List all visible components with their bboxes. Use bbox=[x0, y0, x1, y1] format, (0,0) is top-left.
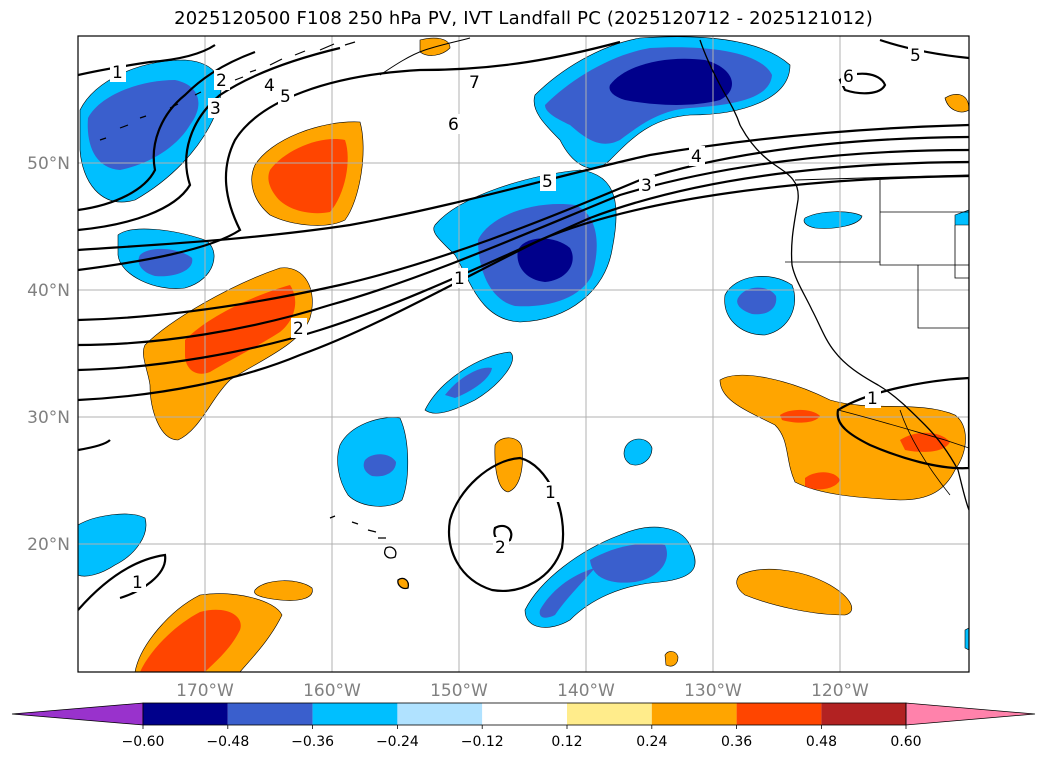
contour-label: 1 bbox=[132, 573, 143, 593]
colorbar-extend-min bbox=[11, 702, 144, 726]
colorbar-tick-label: −0.48 bbox=[206, 734, 249, 750]
contour-label: 4 bbox=[264, 76, 275, 96]
lat-label: 20°N bbox=[27, 535, 70, 555]
contour-label: 3 bbox=[210, 99, 221, 119]
longitude-labels: 170°W 160°W 150°W 140°W 130°W 120°W bbox=[176, 681, 869, 701]
colorbar-swatch bbox=[227, 703, 313, 725]
map-frame bbox=[77, 35, 970, 673]
colorbar-swatch bbox=[143, 703, 228, 725]
pv-positive-region-southeast bbox=[736, 569, 853, 616]
contour-label: 5 bbox=[910, 46, 921, 66]
ivt-contour-closed-subtropic bbox=[447, 456, 565, 592]
pv-positive-regions bbox=[134, 37, 969, 672]
coastlines bbox=[99, 37, 969, 590]
lon-label: 150°W bbox=[430, 681, 488, 701]
contour-label: 6 bbox=[843, 67, 854, 87]
lat-label: 30°N bbox=[27, 408, 70, 428]
contour-label: 1 bbox=[112, 63, 123, 83]
lon-label: 120°W bbox=[811, 681, 869, 701]
contour-label: 2 bbox=[495, 538, 506, 558]
contour-label: 3 bbox=[641, 176, 652, 196]
lon-label: 140°W bbox=[557, 681, 615, 701]
colorbar-tick-label: 0.36 bbox=[721, 734, 752, 750]
colorbar-extend-max bbox=[905, 702, 1036, 726]
map-title: 2025120500 F108 250 hPa PV, IVT Landfall… bbox=[174, 8, 873, 29]
pv-negative-regions bbox=[78, 36, 969, 651]
lat-label: 40°N bbox=[27, 281, 70, 301]
lon-label: 160°W bbox=[303, 681, 361, 701]
ivt-contours bbox=[78, 38, 969, 611]
colorbar-tick-label: 0.24 bbox=[636, 734, 667, 750]
contour-labels: 1 2 3 4 5 6 7 5 6 4 3 5 1 2 bbox=[110, 45, 924, 593]
colorbar-swatch bbox=[567, 703, 652, 725]
latitude-labels: 50°N 40°N 30°N 20°N bbox=[27, 154, 70, 555]
contour-label: 2 bbox=[293, 319, 304, 339]
contour-label: 6 bbox=[448, 115, 459, 135]
contour-label: 5 bbox=[542, 172, 553, 192]
colorbar-tick-label: −0.12 bbox=[461, 734, 504, 750]
contour-label: 4 bbox=[691, 147, 702, 167]
colorbar-swatch bbox=[651, 703, 737, 725]
contour-label: 2 bbox=[216, 71, 227, 91]
contour-label: 1 bbox=[867, 389, 878, 409]
lat-label: 50°N bbox=[27, 154, 70, 174]
colorbar-swatch bbox=[482, 703, 567, 725]
colorbar-tick-label: −0.36 bbox=[291, 734, 334, 750]
contour-label: 5 bbox=[280, 87, 291, 107]
colorbar-tick-label: 0.60 bbox=[890, 734, 921, 750]
contour-label: 7 bbox=[469, 73, 480, 93]
ivt-contour-closed-east bbox=[836, 376, 969, 470]
colorbar-tick-label: 0.12 bbox=[551, 734, 582, 750]
pv-positive-region-east bbox=[719, 374, 966, 501]
contour-label: 1 bbox=[545, 483, 556, 503]
colorbar-tick-label: −0.24 bbox=[376, 734, 419, 750]
pv-positive-region-hawaii bbox=[494, 437, 523, 493]
colorbar-swatch bbox=[821, 703, 907, 725]
colorbar-tick-label: 0.48 bbox=[806, 734, 837, 750]
hawaii-islands bbox=[329, 515, 397, 559]
lon-label: 170°W bbox=[176, 681, 234, 701]
colorbar-swatch bbox=[736, 703, 822, 725]
north-america-coastline bbox=[699, 39, 969, 511]
lon-label: 130°W bbox=[684, 681, 742, 701]
colorbar-swatch bbox=[397, 703, 483, 725]
colorbar: −0.60 −0.48 −0.36 −0.24 −0.12 0.12 0.24 … bbox=[11, 702, 1036, 750]
contour-label: 1 bbox=[454, 269, 465, 289]
pv-negative-core-nw bbox=[87, 80, 199, 170]
colorbar-tick-label: −0.60 bbox=[122, 734, 165, 750]
colorbar-swatch bbox=[312, 703, 398, 725]
